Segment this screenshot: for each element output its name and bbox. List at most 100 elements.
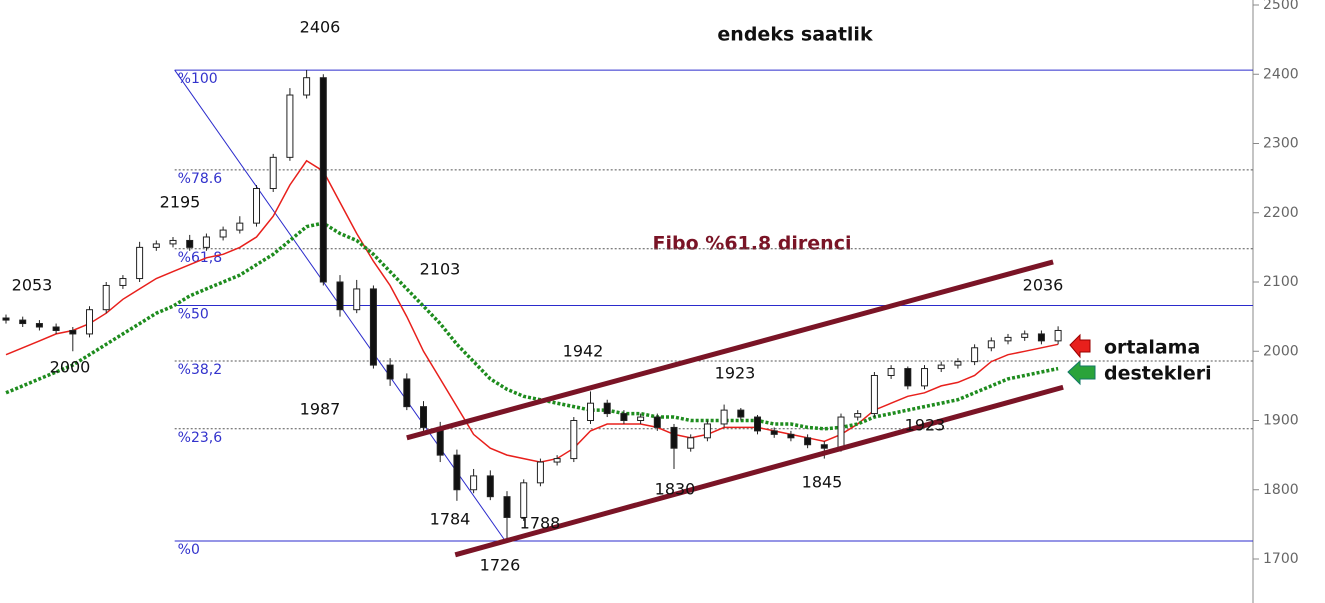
y-tick-label: 2100: [1263, 274, 1299, 290]
candle-body: [253, 188, 261, 224]
candle-body: [954, 361, 962, 366]
price-annotation: 1987: [300, 400, 341, 419]
candle-body: [369, 288, 377, 366]
y-tick-label: 2200: [1263, 205, 1299, 221]
support-label: ortalama: [1104, 337, 1200, 359]
candle-body: [69, 329, 77, 335]
channel-line: [406, 259, 1054, 441]
candle-body: [353, 288, 361, 311]
candle-body: [1021, 333, 1029, 338]
candle-body: [887, 368, 895, 376]
candle-body: [570, 420, 578, 460]
price-annotation: 1923: [905, 416, 946, 435]
candle-body: [670, 426, 678, 449]
candle-body: [486, 475, 494, 498]
candle-body: [536, 461, 544, 484]
price-annotation: 1784: [430, 510, 471, 529]
candle-body: [553, 458, 561, 463]
price-annotation: 2406: [300, 18, 341, 37]
candle-body: [152, 243, 160, 248]
candle-body: [653, 416, 661, 428]
price-annotation: 1923: [715, 364, 756, 383]
arrow-green: [1067, 359, 1096, 386]
candle-body: [854, 413, 862, 418]
candle-body: [86, 309, 94, 335]
candle-body: [837, 416, 845, 449]
y-tick-label: 1800: [1263, 482, 1299, 498]
fib-label: %23,6: [178, 430, 223, 446]
resistance-label: Fibo %61.8 direnci: [653, 233, 852, 255]
candle-body: [720, 409, 728, 425]
chart-title: endeks saatlik: [717, 24, 873, 46]
candle-body: [904, 368, 912, 387]
price-annotation: 2195: [160, 193, 201, 212]
candle-body: [420, 406, 428, 428]
price-annotation: 2103: [420, 260, 461, 279]
candle-body: [703, 423, 711, 439]
price-annotation: 1788: [520, 514, 561, 533]
candle-body: [687, 437, 695, 449]
fib-label: %50: [178, 307, 209, 323]
candle-body: [587, 402, 595, 421]
candle-body: [453, 454, 461, 491]
y-tick-label: 1700: [1263, 551, 1299, 567]
candle-body: [603, 402, 611, 415]
candle-body: [303, 77, 311, 96]
y-tick-label: 2500: [1263, 0, 1299, 13]
price-annotation: 2036: [1023, 276, 1064, 295]
candle-body: [286, 94, 294, 158]
support-label: destekleri: [1104, 363, 1212, 385]
candle-body: [754, 416, 762, 432]
fib-label: %61,8: [178, 250, 222, 266]
channel-line: [454, 384, 1064, 558]
candle-body: [1054, 329, 1062, 342]
candle-body: [804, 437, 812, 446]
price-annotation: 2000: [50, 358, 91, 377]
candle-body: [119, 278, 127, 286]
candle-body: [1004, 336, 1012, 342]
arrow-red: [1069, 333, 1091, 359]
candle-body: [319, 77, 327, 283]
candle-body: [637, 416, 645, 422]
candle-body: [269, 156, 277, 190]
candle-body: [35, 323, 43, 328]
fib-label: %0: [178, 542, 200, 558]
candle-body: [52, 326, 60, 331]
candle-body: [136, 246, 144, 280]
candle-body: [921, 368, 929, 387]
candle-body: [470, 475, 478, 491]
candle-body: [386, 364, 394, 380]
candle-body: [503, 496, 511, 518]
y-tick-label: 2400: [1263, 66, 1299, 82]
y-tick-label: 2300: [1263, 136, 1299, 152]
candle-body: [219, 229, 227, 238]
price-annotation: 1726: [480, 556, 521, 575]
fib-label: %38,2: [178, 362, 222, 378]
candle-body: [1037, 333, 1045, 342]
fib-label: %78.6: [178, 171, 223, 187]
y-tick-label: 1900: [1263, 413, 1299, 429]
candle-body: [870, 374, 878, 415]
candle-body: [202, 236, 210, 248]
moving-average: [5, 221, 1059, 431]
candle-body: [236, 222, 244, 231]
candle-body: [403, 378, 411, 408]
candle-body: [169, 239, 177, 245]
candle-body: [186, 239, 194, 248]
price-annotation: 1942: [563, 342, 604, 361]
y-tick-label: 2000: [1263, 343, 1299, 359]
candle-body: [987, 340, 995, 349]
candle-body: [820, 444, 828, 449]
candle-body: [770, 430, 778, 435]
candle-body: [937, 364, 945, 370]
candle-body: [19, 319, 27, 325]
candle-body: [520, 482, 528, 518]
price-annotation: 1845: [802, 473, 843, 492]
candle-body: [336, 281, 344, 311]
candle-body: [102, 284, 110, 311]
moving-average: [5, 159, 1059, 463]
fib-label: %100: [178, 71, 218, 87]
candle-body: [737, 409, 745, 418]
